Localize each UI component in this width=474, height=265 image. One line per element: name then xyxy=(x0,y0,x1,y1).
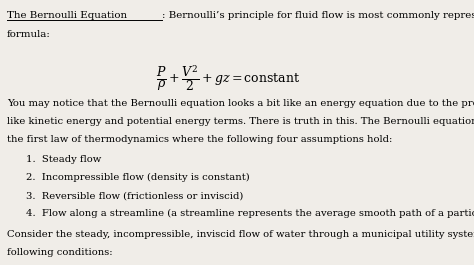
Text: like kinetic energy and potential energy terms. There is truth in this. The Bern: like kinetic energy and potential energy… xyxy=(7,117,474,126)
Text: : Bernoulli’s principle for fluid flow is most commonly represented by the follo: : Bernoulli’s principle for fluid flow i… xyxy=(162,11,474,20)
Text: following conditions:: following conditions: xyxy=(7,248,113,257)
Text: 1.  Steady flow: 1. Steady flow xyxy=(26,155,101,164)
Text: 2.  Incompressible flow (density is constant): 2. Incompressible flow (density is const… xyxy=(26,173,250,182)
Text: 3.  Reversible flow (frictionless or inviscid): 3. Reversible flow (frictionless or invi… xyxy=(26,191,244,200)
Text: Consider the steady, incompressible, inviscid flow of water through a municipal : Consider the steady, incompressible, inv… xyxy=(7,230,474,239)
Text: The Bernoulli Equation: The Bernoulli Equation xyxy=(7,11,127,20)
Text: $\dfrac{P}{\rho} + \dfrac{V^2}{2} + gz = \mathrm{constant}$: $\dfrac{P}{\rho} + \dfrac{V^2}{2} + gz =… xyxy=(156,63,301,92)
Text: formula:: formula: xyxy=(7,30,51,39)
Text: You may notice that the Bernoulli equation looks a bit like an energy equation d: You may notice that the Bernoulli equati… xyxy=(7,99,474,108)
Text: 4.  Flow along a streamline (a streamline represents the average smooth path of : 4. Flow along a streamline (a streamline… xyxy=(26,209,474,218)
Text: the first law of thermodynamics where the following four assumptions hold:: the first law of thermodynamics where th… xyxy=(7,135,392,144)
